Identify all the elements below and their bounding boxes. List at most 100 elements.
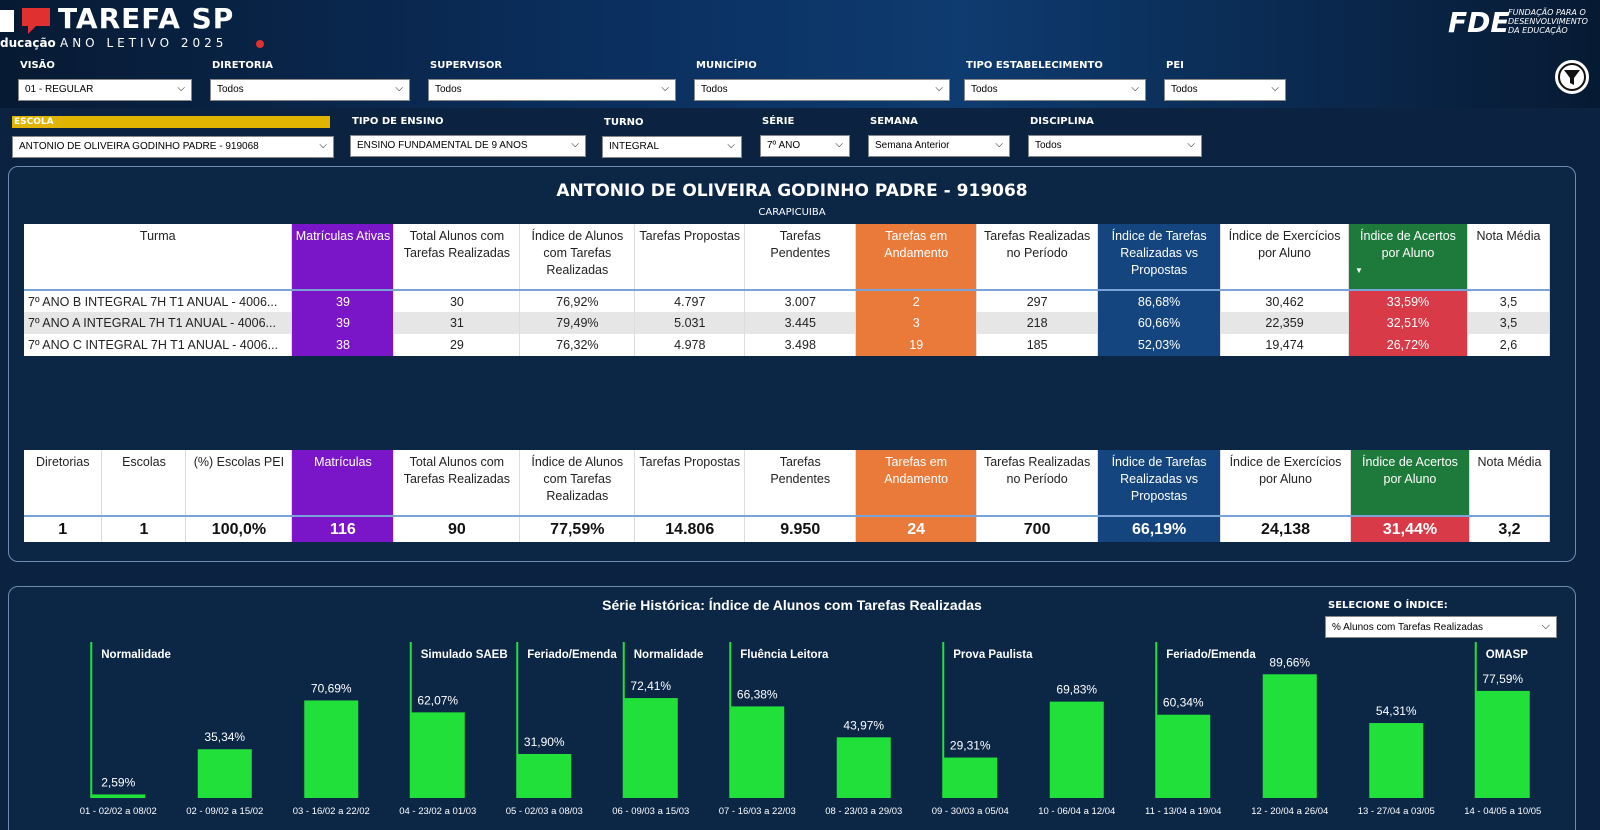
- cell-turma: 7º ANO A INTEGRAL 7H T1 ANUAL - 4006...: [24, 312, 293, 334]
- chart-annotation-label: Feriado/Emenda: [527, 649, 617, 661]
- filter-tipo-ensino-select[interactable]: ENSINO FUNDAMENTAL DE 9 ANOS ⌵: [350, 135, 586, 157]
- cell-indice-tarefas: 52,03%: [1097, 334, 1222, 356]
- cell-indice-acertos: 33,59%: [1348, 290, 1468, 312]
- chart-bars: 2,59% 01 - 02/02 a 08/02 35,34% 02 - 09/02 …: [80, 655, 1542, 817]
- cell-indice-tarefas: 86,68%: [1097, 290, 1222, 312]
- filter-label-disciplina: DISCIPLINA: [1030, 116, 1094, 127]
- filter-diretoria-value: Todos: [217, 84, 244, 95]
- filter-semana-value: Semana Anterior: [875, 140, 950, 151]
- chart-category-label: 12 - 20/04 a 26/04: [1251, 806, 1328, 817]
- chart-annotation-label: OMASP: [1486, 649, 1529, 661]
- cell-andamento: 3: [855, 312, 978, 334]
- filter-tipo-estabelecimento-select[interactable]: Todos ⌵: [964, 79, 1146, 101]
- col-header-total-alunos: Total Alunos com Tarefas Realizadas: [393, 450, 521, 517]
- filter-disciplina-value: Todos: [1035, 140, 1062, 151]
- cell-turma: 7º ANO C INTEGRAL 7H T1 ANUAL - 4006...: [24, 334, 293, 356]
- filter-serie-select[interactable]: 7º ANO ⌵: [760, 135, 850, 157]
- app-subtitle-year: ANO LETIVO 2025: [60, 36, 228, 50]
- cell-nota-media: 3,5: [1467, 312, 1551, 334]
- filter-diretoria-select[interactable]: Todos ⌵: [210, 79, 410, 101]
- class-table-header: Turma Matrículas Ativas Total Alunos com…: [24, 224, 1551, 291]
- sort-desc-icon[interactable]: ▼: [1355, 266, 1363, 275]
- filter-escola-select[interactable]: ANTONIO DE OLIVEIRA GODINHO PADRE - 9190…: [12, 136, 334, 158]
- col-header-indice-exercicios[interactable]: Índice de Exercícios por Aluno: [1220, 224, 1350, 291]
- table-row[interactable]: 7º ANO B INTEGRAL 7H T1 ANUAL - 4006... …: [24, 290, 1551, 312]
- chart-data-label: 62,07%: [417, 693, 458, 707]
- table-row[interactable]: 7º ANO A INTEGRAL 7H T1 ANUAL - 4006... …: [24, 312, 1551, 334]
- chart-bar: [730, 706, 785, 798]
- cell-indice-exercicios: 19,474: [1220, 334, 1350, 356]
- clear-filters-button[interactable]: [1555, 60, 1589, 94]
- col-header-tarefas-andamento[interactable]: Tarefas em Andamento: [855, 224, 978, 291]
- col-header-matriculas: Matrículas: [291, 450, 395, 517]
- chart-bar: [1369, 723, 1424, 798]
- chart-data-label: 72,41%: [630, 679, 671, 693]
- fde-logo-subtitle: FUNDAÇÃO PARA O DESENVOLVIMENTO DA EDUCA…: [1508, 8, 1588, 35]
- filter-disciplina-select[interactable]: Todos ⌵: [1028, 135, 1202, 157]
- chart-category-label: 14 - 04/05 a 10/05: [1464, 806, 1541, 817]
- index-selector-label: SELECIONE O ÍNDICE:: [1328, 600, 1448, 611]
- chevron-down-icon: ⌵: [1271, 83, 1279, 94]
- col-header-indice-acertos: Índice de Acertos por Aluno: [1350, 450, 1470, 517]
- col-header-indice-acertos[interactable]: Índice de Acertos por Aluno ▼: [1348, 224, 1468, 291]
- col-header-nota-media[interactable]: Nota Média: [1467, 224, 1551, 291]
- index-selector-dropdown[interactable]: % Alunos com Tarefas Realizadas ⌵: [1325, 616, 1557, 638]
- filter-label-tipo-ensino: TIPO DE ENSINO: [352, 116, 444, 127]
- filter-supervisor-select[interactable]: Todos ⌵: [428, 79, 676, 101]
- col-header-indice-alunos[interactable]: Índice de Alunos com Tarefas Realizadas: [519, 224, 636, 291]
- filter-visao-select[interactable]: 01 - REGULAR ⌵: [18, 79, 192, 101]
- fde-logo: FDE: [1448, 6, 1510, 39]
- school-title: ANTONIO DE OLIVEIRA GODINHO PADRE - 9190…: [556, 181, 1028, 201]
- total-realizadas: 700: [976, 516, 1099, 542]
- cell-matriculas: 39: [291, 290, 395, 312]
- col-header-escolas: Escolas: [101, 450, 187, 517]
- total-propostas: 14.806: [634, 516, 746, 542]
- filter-label-diretoria: DIRETORIA: [212, 60, 274, 71]
- col-header-escolas-pei: (%) Escolas PEI: [185, 450, 293, 517]
- chart-data-label: 35,34%: [204, 730, 245, 744]
- col-header-turma[interactable]: Turma: [24, 224, 293, 291]
- chart-annotation-label: Feriado/Emenda: [1166, 649, 1256, 661]
- tarefa-sp-logo-icon: [0, 8, 50, 34]
- filter-serie-value: 7º ANO: [767, 140, 801, 151]
- col-header-tarefas-pendentes[interactable]: Tarefas Pendentes: [744, 224, 857, 291]
- chevron-down-icon: ⌵: [995, 139, 1003, 150]
- cell-realizadas: 297: [976, 290, 1099, 312]
- total-indice-acertos: 31,44%: [1350, 516, 1470, 542]
- filter-pei-select[interactable]: Todos ⌵: [1164, 79, 1286, 101]
- filter-municipio-select[interactable]: Todos ⌵: [694, 79, 950, 101]
- col-header-total-alunos[interactable]: Total Alunos com Tarefas Realizadas: [393, 224, 521, 291]
- filter-turno-select[interactable]: INTEGRAL ⌵: [602, 136, 742, 158]
- chart-annotation-label: Fluência Leitora: [740, 649, 829, 661]
- filter-label-pei: PEI: [1166, 60, 1184, 71]
- chart-category-label: 09 - 30/03 a 05/04: [932, 806, 1009, 817]
- chart-data-label: 43,97%: [843, 718, 884, 732]
- cell-indice-exercicios: 30,462: [1220, 290, 1350, 312]
- cell-nota-media: 3,5: [1467, 290, 1551, 312]
- total-diretorias: 1: [24, 516, 103, 542]
- col-header-matriculas-ativas[interactable]: Matrículas Ativas: [291, 224, 395, 291]
- col-header-tarefas-propostas[interactable]: Tarefas Propostas: [634, 224, 746, 291]
- filter-tipo-estabelecimento-value: Todos: [971, 84, 998, 95]
- chart-title: Série Histórica: Índice de Alunos com Ta…: [602, 597, 982, 613]
- chevron-down-icon: ⌵: [177, 83, 185, 94]
- chart-category-label: 01 - 02/02 a 08/02: [80, 806, 157, 817]
- chart-data-label: 66,38%: [737, 687, 778, 701]
- cell-total-alunos: 29: [393, 334, 521, 356]
- col-header-indice-tarefas[interactable]: Índice de Tarefas Realizadas vs Proposta…: [1097, 224, 1222, 291]
- cell-indice-tarefas: 60,66%: [1097, 312, 1222, 334]
- chart-bar: [304, 700, 359, 798]
- chart-category-label: 06 - 09/03 a 15/03: [612, 806, 689, 817]
- app-title: TAREFA SP: [58, 2, 235, 35]
- cell-realizadas: 185: [976, 334, 1099, 356]
- filter-semana-select[interactable]: Semana Anterior ⌵: [868, 135, 1010, 157]
- col-header-tarefas-realizadas-periodo[interactable]: Tarefas Realizadas no Período: [976, 224, 1099, 291]
- total-indice-tarefas: 66,19%: [1097, 516, 1222, 542]
- filter-turno-value: INTEGRAL: [609, 141, 660, 152]
- class-table: Turma Matrículas Ativas Total Alunos com…: [24, 224, 1551, 356]
- cell-matriculas: 39: [291, 312, 395, 334]
- app-subtitle-left: ducação: [0, 36, 56, 50]
- col-header-tarefas-propostas: Tarefas Propostas: [634, 450, 746, 517]
- chart-data-label: 89,66%: [1269, 655, 1310, 669]
- table-row[interactable]: 7º ANO C INTEGRAL 7H T1 ANUAL - 4006... …: [24, 334, 1551, 356]
